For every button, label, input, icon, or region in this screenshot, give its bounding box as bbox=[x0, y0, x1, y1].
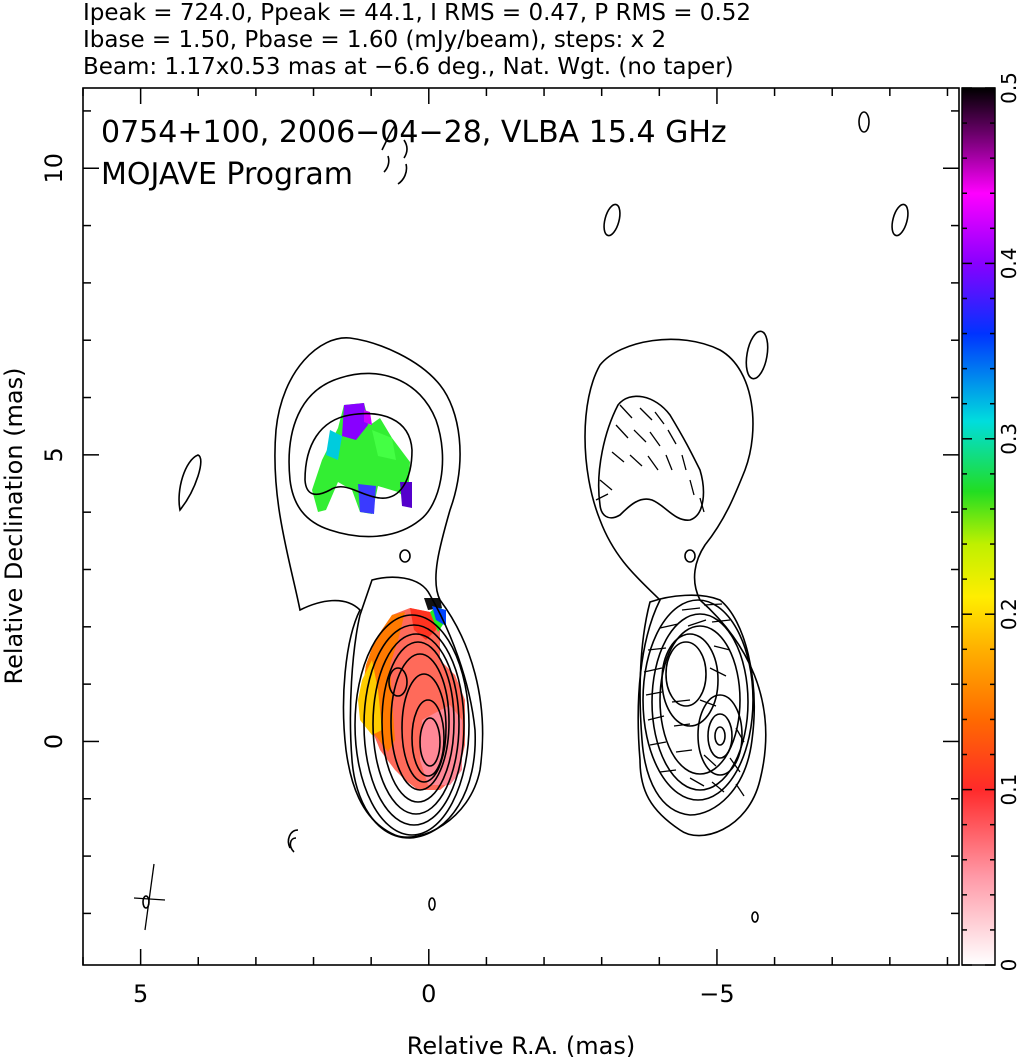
colorbar bbox=[961, 87, 996, 966]
colorbar-tick-label: 0.4 bbox=[997, 247, 1021, 279]
source-label: 0754+100, 2006−04−28, VLBA 15.4 GHz bbox=[101, 115, 727, 150]
y-tick-label: 5 bbox=[40, 447, 68, 462]
colorbar-tick-label: 0.3 bbox=[997, 423, 1021, 455]
x-tick-label: −5 bbox=[699, 980, 734, 1008]
colorbar-tick-label: 0.2 bbox=[997, 598, 1021, 630]
stokes-i-contours-left bbox=[178, 124, 484, 911]
y-tick-label: 0 bbox=[40, 734, 68, 749]
header-line-3: Beam: 1.17x0.53 mas at −6.6 deg., Nat. W… bbox=[83, 54, 734, 80]
header-line-2: Ibase = 1.50, Pbase = 1.60 (mJy/beam), s… bbox=[83, 27, 666, 53]
program-label: MOJAVE Program bbox=[101, 157, 353, 192]
plot-frame bbox=[82, 87, 960, 966]
header-line-1: Ipeak = 724.0, Ppeak = 44.1, I RMS = 0.4… bbox=[83, 0, 751, 26]
colorbar-ticks bbox=[962, 87, 995, 966]
beam-cross bbox=[133, 863, 166, 931]
colorbar-tick-label: 0.1 bbox=[997, 774, 1021, 806]
x-axis-title: Relative R.A. (mas) bbox=[407, 1032, 635, 1060]
colorbar-tick-label: 0 bbox=[997, 959, 1021, 972]
y-tick-label: 10 bbox=[40, 153, 68, 184]
colorbar-tick-label: 0.5 bbox=[997, 72, 1021, 104]
x-tick-label: 0 bbox=[421, 980, 436, 1008]
plot-area: 0754+100, 2006−04−28, VLBA 15.4 GHz MOJA… bbox=[101, 111, 909, 931]
x-tick-label: 5 bbox=[133, 980, 148, 1008]
axis-ticks bbox=[82, 88, 959, 965]
colorbar-labels: 0 0.1 0.2 0.3 0.4 0.5 bbox=[997, 72, 1021, 971]
y-tick-labels: 0 5 10 bbox=[40, 153, 68, 749]
stokes-i-contours-right bbox=[584, 111, 909, 923]
evpa-vectors bbox=[595, 404, 745, 797]
x-tick-labels: 5 0 −5 bbox=[133, 980, 735, 1008]
y-axis-title: Relative Declination (mas) bbox=[0, 367, 28, 684]
